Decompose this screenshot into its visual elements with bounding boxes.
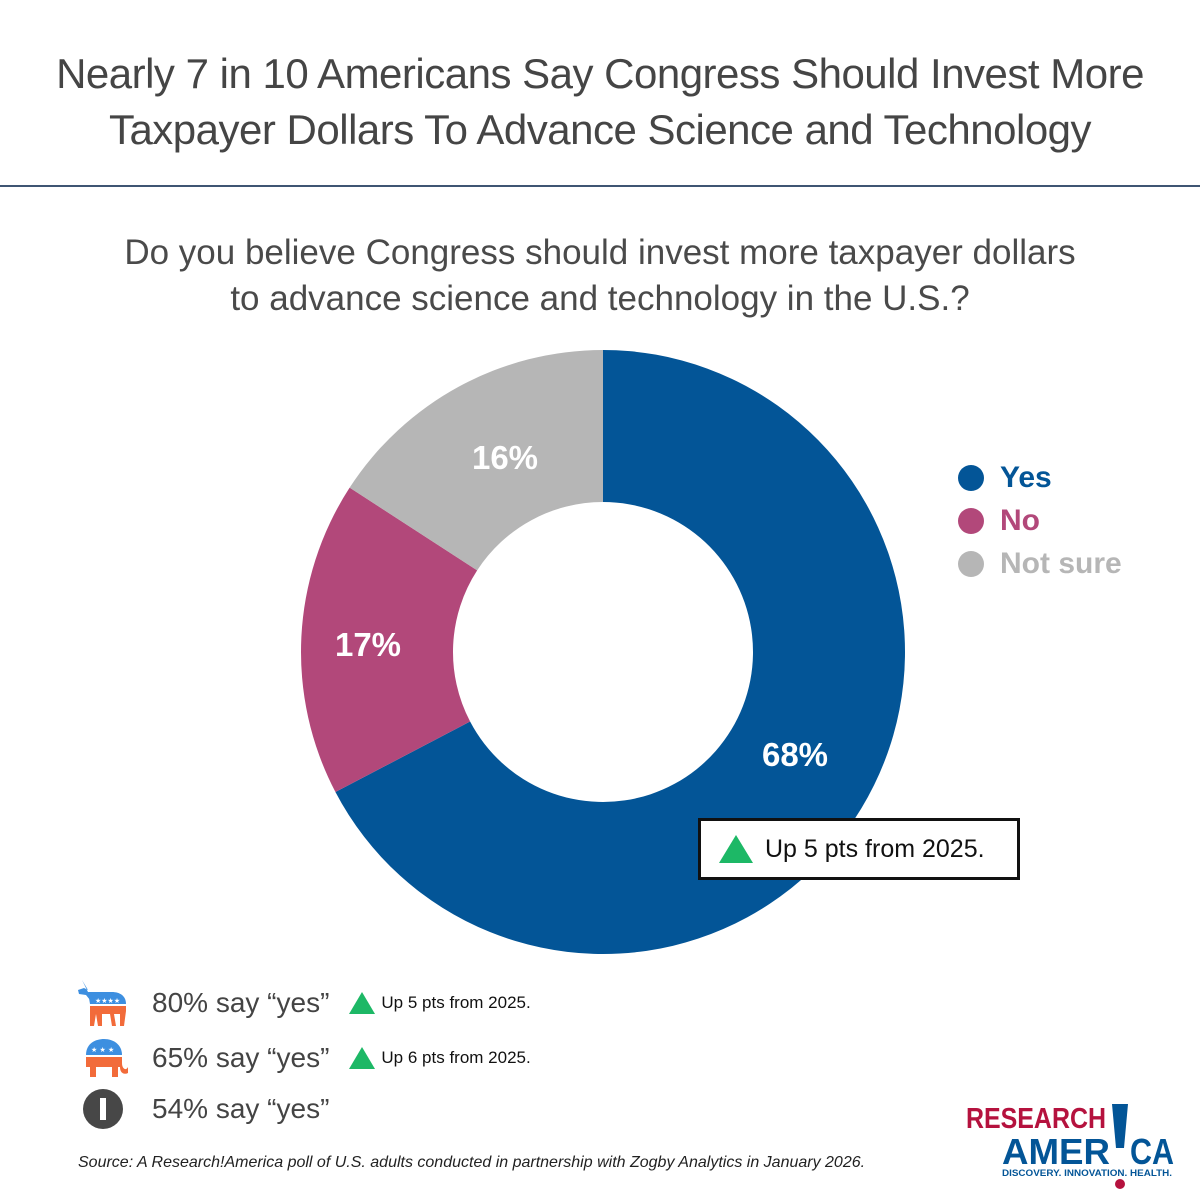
donut-segment-yes xyxy=(335,350,906,954)
page-title: Nearly 7 in 10 Americans Say Congress Sh… xyxy=(0,46,1200,158)
independent-icon xyxy=(76,1084,130,1134)
party-row-independents: 54% say “yes” xyxy=(76,1084,329,1134)
question-line-2: to advance science and technology in the… xyxy=(230,279,970,318)
legend-dot-icon xyxy=(958,507,984,534)
legend-item-no: No xyxy=(958,499,1122,542)
party-row-democrats: ★★★★ 80% say “yes” Up 5 pts from 2025. xyxy=(76,978,531,1028)
donkey-icon: ★★★★ xyxy=(76,978,130,1028)
up-triangle-icon xyxy=(349,992,376,1014)
legend-label: Not sure xyxy=(1000,546,1122,580)
svg-text:★★★★: ★★★★ xyxy=(95,997,120,1005)
party-stat: 65% say “yes” xyxy=(152,1042,330,1073)
title-line-1: Nearly 7 in 10 Americans Say Congress Sh… xyxy=(56,50,1144,97)
party-change-text: Up 6 pts from 2025. xyxy=(381,1048,531,1067)
legend-dot-icon xyxy=(958,550,984,577)
question-line-1: Do you believe Congress should invest mo… xyxy=(124,233,1076,272)
segment-value-label: 68% xyxy=(761,736,829,773)
research-america-logo: RESEARCH AMER CA DISCOVERY. INNOVATION. … xyxy=(966,1100,1176,1190)
up-triangle-icon xyxy=(719,835,753,863)
svg-text:DISCOVERY. INNOVATION. HEALTH.: DISCOVERY. INNOVATION. HEALTH. xyxy=(1002,1168,1172,1178)
change-callout: Up 5 pts from 2025. xyxy=(698,818,1020,880)
up-triangle-icon xyxy=(349,1047,376,1069)
source-note: Source: A Research!America poll of U.S. … xyxy=(78,1154,866,1171)
svg-text:AMER: AMER xyxy=(1002,1131,1110,1172)
donut-segment-no xyxy=(300,487,478,793)
party-change: Up 5 pts from 2025. xyxy=(349,992,531,1014)
segment-value-label: 17% xyxy=(334,626,402,663)
legend-item-not-sure: Not sure xyxy=(958,542,1122,585)
chart-legend: Yes No Not sure xyxy=(958,456,1122,585)
party-stat: 54% say “yes” xyxy=(152,1093,330,1124)
svg-text:CA: CA xyxy=(1130,1131,1174,1172)
legend-dot-icon xyxy=(958,464,984,491)
callout-text: Up 5 pts from 2025. xyxy=(765,834,985,863)
donut-segment-not-sure xyxy=(349,350,603,571)
legend-label: No xyxy=(1000,503,1040,537)
party-change-text: Up 5 pts from 2025. xyxy=(381,993,531,1012)
party-change: Up 6 pts from 2025. xyxy=(349,1047,531,1069)
elephant-icon: ★ ★ ★ xyxy=(76,1033,130,1083)
segment-value-label: 16% xyxy=(471,439,539,476)
title-line-2: Taxpayer Dollars To Advance Science and … xyxy=(108,106,1092,153)
svg-text:RESEARCH: RESEARCH xyxy=(966,1103,1106,1135)
legend-label: Yes xyxy=(1000,460,1052,494)
party-stat: 80% say “yes” xyxy=(152,987,330,1018)
party-row-republicans: ★ ★ ★ 65% say “yes” Up 6 pts from 2025. xyxy=(76,1033,531,1083)
svg-text:★ ★ ★: ★ ★ ★ xyxy=(91,1046,114,1054)
title-divider xyxy=(0,185,1200,187)
legend-item-yes: Yes xyxy=(958,456,1122,499)
survey-question: Do you believe Congress should invest mo… xyxy=(0,230,1200,322)
